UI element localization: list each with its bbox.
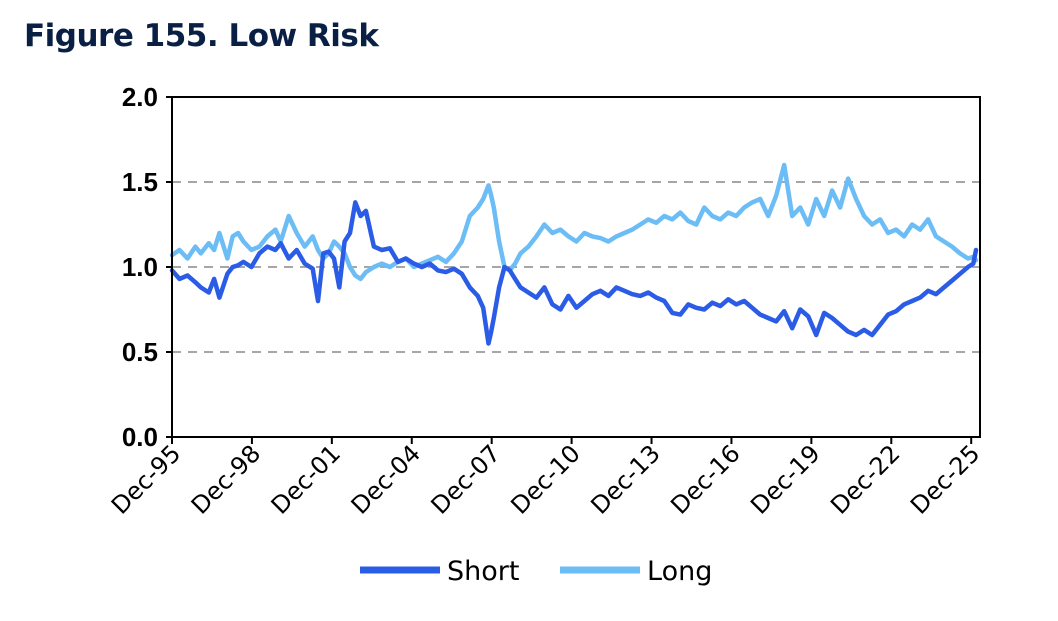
- series-line-long: [169, 162, 979, 282]
- legend: Short Long: [360, 556, 712, 587]
- x-tick-label: Dec-07: [426, 439, 506, 519]
- figure-title: Figure 155. Low Risk: [24, 18, 379, 54]
- x-tick-label: Dec-13: [585, 439, 665, 519]
- legend-long-label: Long: [647, 556, 712, 587]
- y-tick-label: 1.5: [122, 167, 158, 197]
- x-tick-label: Dec-16: [665, 439, 745, 519]
- series-lines: [169, 162, 979, 346]
- y-tick-label: 2.0: [122, 82, 158, 112]
- y-tick-label: 0.5: [122, 337, 158, 367]
- x-tick-label: Dec-25: [905, 439, 985, 519]
- x-axis-ticks: Dec-95 Dec-98 Dec-01 Dec-04 Dec-07 Dec-10 Dec-…: [106, 437, 985, 520]
- series-line-short: [169, 200, 979, 346]
- x-tick-label: Dec-04: [346, 439, 426, 519]
- x-tick-label: Dec-01: [266, 439, 346, 519]
- y-axis-ticks: 0.0 0.5 1.0 1.5 2.0: [122, 82, 172, 452]
- x-tick-label: Dec-22: [825, 439, 905, 519]
- x-tick-label: Dec-10: [505, 439, 585, 519]
- x-tick-label: Dec-19: [745, 439, 825, 519]
- y-tick-label: 1.0: [122, 252, 158, 282]
- legend-short-label: Short: [447, 556, 519, 587]
- y-tick-label: 0.0: [122, 422, 158, 452]
- x-tick-label: Dec-98: [186, 439, 266, 519]
